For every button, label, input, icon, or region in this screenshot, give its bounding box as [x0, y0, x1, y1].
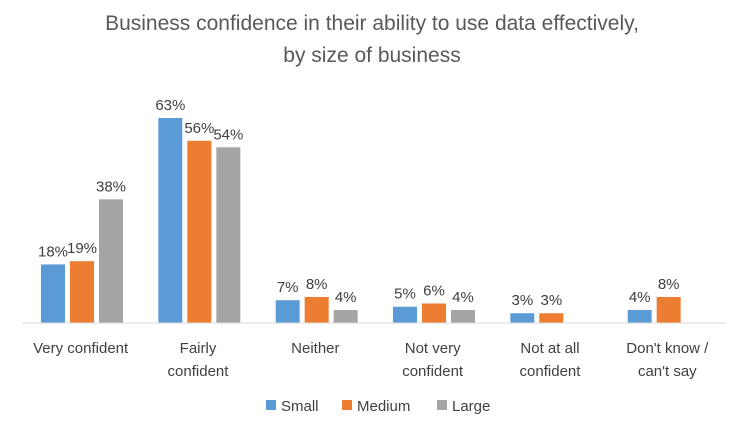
data-label: 8% — [658, 276, 680, 293]
bar-small-5 — [627, 309, 652, 323]
x-tick-label: Neither — [291, 340, 339, 357]
x-tick-label: Very confident — [33, 340, 129, 357]
chart-title-line: by size of business — [283, 44, 460, 67]
x-tick-label: can't say — [638, 363, 697, 380]
bar-medium-3 — [422, 303, 446, 323]
x-tick-label: Not at all — [520, 340, 579, 357]
x-tick-label: confident — [168, 363, 230, 380]
legend-item-large: Large — [437, 398, 490, 415]
x-tick-label: Fairly — [180, 340, 217, 357]
data-label: 6% — [423, 282, 445, 299]
legend: Small Medium Large — [266, 398, 490, 415]
legend-label: Medium — [357, 398, 410, 415]
bar-large-3 — [451, 309, 475, 323]
legend-swatch — [437, 400, 447, 410]
data-label: 19% — [67, 240, 97, 257]
bar-medium-2 — [304, 296, 329, 323]
data-label: 4% — [629, 289, 651, 306]
bar-large-2 — [333, 309, 358, 323]
data-label: 5% — [394, 286, 416, 303]
data-label: 4% — [452, 289, 474, 306]
x-axis: Very confident Fairly confident Neither Not … — [22, 322, 726, 380]
legend-swatch — [342, 400, 352, 410]
data-label: 3% — [540, 292, 562, 309]
bar-small-3 — [393, 306, 417, 323]
legend-label: Small — [281, 398, 319, 415]
data-label: 8% — [306, 276, 328, 293]
bar-medium-5 — [656, 296, 681, 323]
x-tick-label: Not very — [405, 340, 461, 357]
bar-medium-1 — [187, 140, 212, 323]
chart-title: Business confidence in their ability to … — [105, 12, 639, 67]
x-tick-label: confident — [520, 363, 582, 380]
bar-large-1 — [216, 147, 241, 323]
legend-label: Large — [452, 398, 490, 415]
data-label: 54% — [213, 126, 243, 143]
data-label: 18% — [38, 243, 68, 260]
x-tick-label: Don't know / — [626, 340, 709, 357]
plot-area: 18% 63% 7% 5% 3% 4% 19% 56% 8% 6% 3% 8% 38% 54% 4% 4% — [38, 97, 681, 323]
bar-small-4 — [510, 313, 535, 323]
bar-small-0 — [41, 264, 65, 323]
data-label: 4% — [335, 289, 357, 306]
data-label: 63% — [155, 97, 185, 114]
chart-title-line: Business confidence in their ability to … — [105, 12, 639, 35]
bar-large-0 — [99, 199, 123, 323]
bar-small-1 — [158, 118, 183, 323]
data-label: 3% — [511, 292, 533, 309]
bar-medium-0 — [70, 261, 94, 323]
bar-medium-4 — [539, 313, 564, 323]
data-label: 56% — [184, 120, 214, 137]
legend-item-small: Small — [266, 398, 319, 415]
data-label: 7% — [277, 279, 299, 296]
x-tick-label: confident — [402, 363, 464, 380]
legend-item-medium: Medium — [342, 398, 410, 415]
data-label: 38% — [96, 178, 126, 195]
bar-small-2 — [275, 300, 300, 323]
legend-swatch — [266, 400, 276, 410]
